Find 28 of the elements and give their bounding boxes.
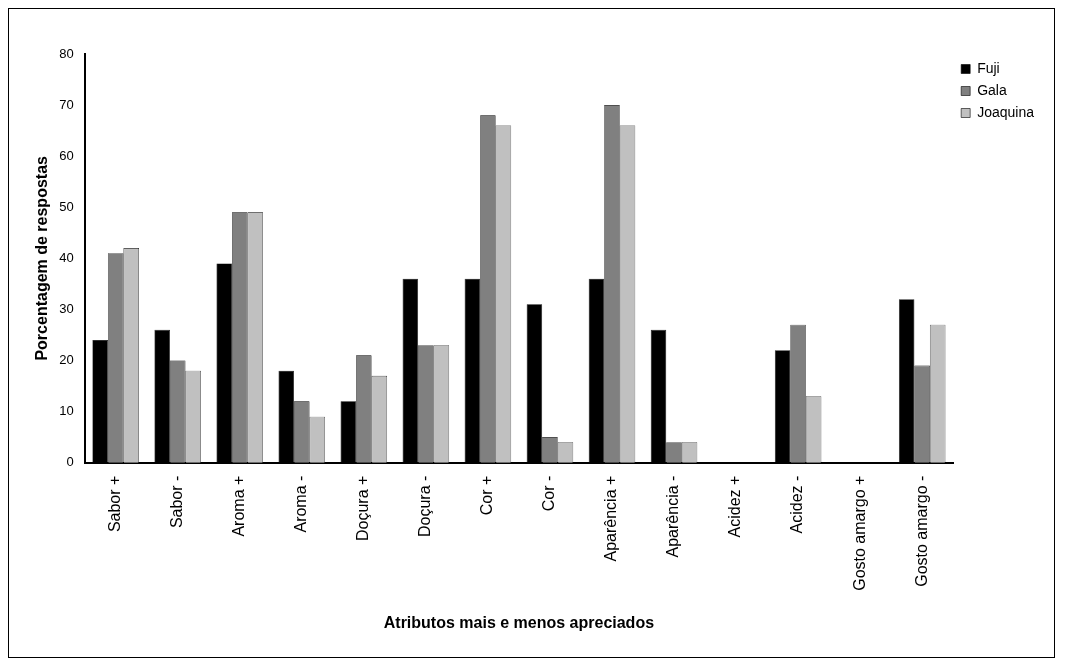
y-tick-label: 50 (59, 198, 74, 214)
y-tick-label: 20 (59, 352, 74, 368)
x-tick-label: Cor + (478, 475, 496, 516)
y-axis-title: Porcentagem de respostas (33, 155, 51, 361)
legend-label: Joaquina (977, 103, 1035, 120)
legend-label: Gala (977, 81, 1007, 98)
x-axis-title: Atributos mais e menos apreciados (383, 613, 655, 631)
x-tick-label: Doçura + (354, 475, 372, 541)
x-tick-label: Gosto amargo - (912, 475, 930, 587)
y-tick-label: 40 (59, 249, 74, 265)
x-tick-label: Aparência + (602, 475, 620, 562)
x-tick-label: Aparência - (664, 475, 682, 558)
y-tick-label: 70 (59, 96, 74, 112)
x-tick-label: Acidez - (788, 475, 806, 534)
x-tick-label: Acidez + (726, 475, 744, 538)
legend-label: Fuji (977, 59, 1000, 76)
x-tick-label: Gosto amargo + (850, 475, 868, 591)
y-tick-label: 0 (66, 454, 74, 470)
y-tick-label: 30 (59, 300, 74, 316)
x-tick-label: Sabor - (168, 475, 186, 529)
x-tick-label: Doçura - (416, 475, 434, 537)
y-tick-label: 80 (59, 45, 74, 61)
y-tick-label: 10 (59, 403, 74, 419)
x-tick-label: Aroma + (230, 475, 248, 537)
x-tick-label: Aroma - (292, 475, 310, 533)
x-tick-label: Sabor + (106, 475, 124, 533)
y-tick-label: 60 (59, 147, 74, 163)
x-tick-label: Cor - (540, 475, 558, 512)
